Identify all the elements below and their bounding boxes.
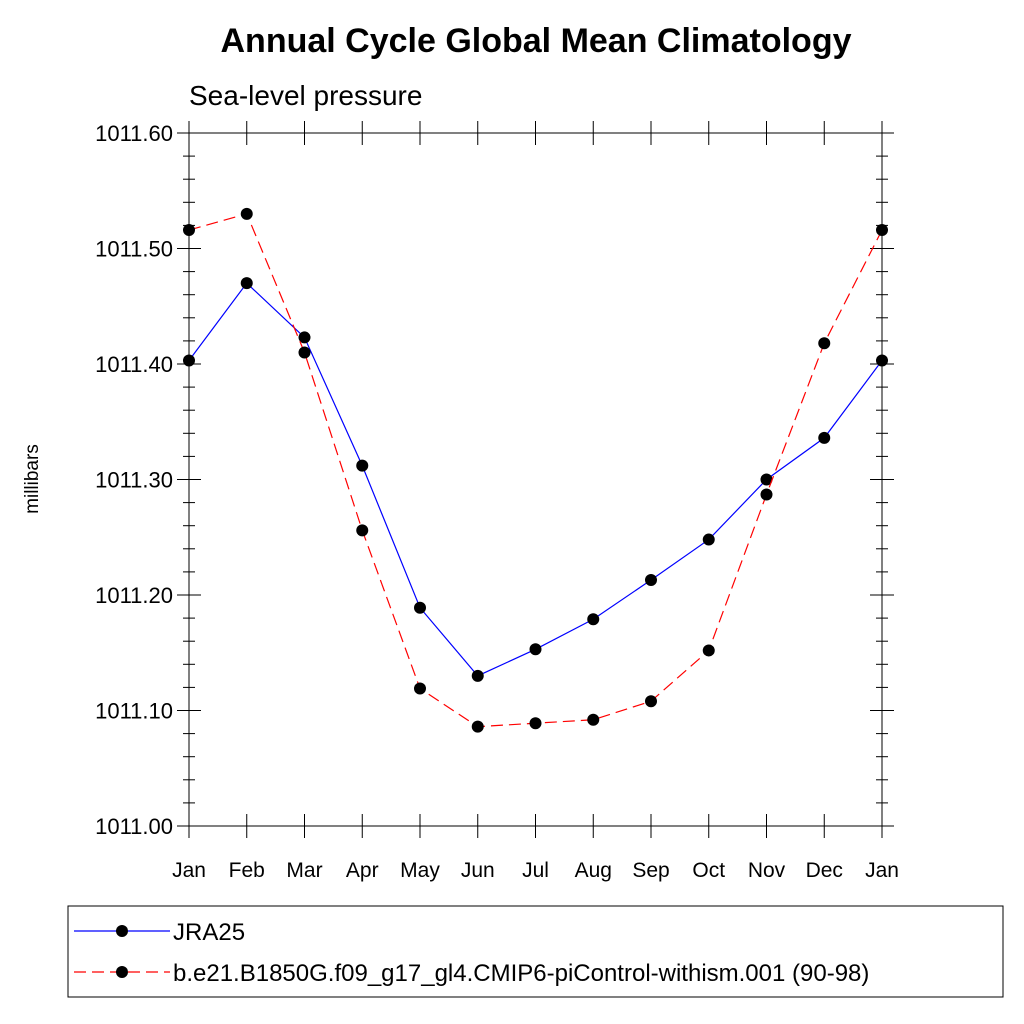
series-1-point [529,643,542,656]
x-tick-label: Jun [461,859,495,882]
x-tick-label: Feb [229,859,265,882]
y-tick-label: 1011.30 [95,468,173,493]
series-2-point [298,346,311,359]
legend-label-2: b.e21.B1850G.f09_g17_gl4.CMIP6-piControl… [173,960,869,987]
data-series [183,207,888,733]
y-tick-label: 1011.50 [95,237,173,262]
series-1-point [240,277,253,290]
series-2-point [760,488,773,501]
series-1-point [645,573,657,586]
series-2-point [587,713,600,726]
y-tick-label: 1011.60 [95,121,173,146]
x-tick-labels: Jan Feb Mar Apr May Jun Jul Aug Sep Oct Nov Dec Jan [172,859,899,882]
y-tick-label: 1011.20 [95,583,173,608]
x-tick-label: Dec [806,859,843,882]
series-2-point [818,337,831,350]
y-axis-label: millibars [22,444,43,514]
y-tick-labels: 1011.00 1011.10 1011.20 1011.30 1011.40 1011.… [95,121,173,839]
series-line-1 [188,282,883,677]
series-2-point [702,644,715,657]
series-1-point [818,431,831,444]
series-2-point [414,682,426,695]
series-1-point [876,354,888,367]
chart-subtitle: Sea-level pressure [189,80,422,111]
x-tick-label: Apr [346,859,379,882]
x-tick-label: Aug [575,859,612,882]
series-1-point [471,669,484,682]
y-tick-label: 1011.40 [95,352,173,377]
series-2-point [356,524,369,537]
x-tick-label: Nov [748,859,786,882]
y-tick-label: 1011.00 [95,814,173,839]
series-1-point [414,601,426,614]
series-2-point [183,224,195,237]
x-tick-label: Sep [632,859,669,882]
legend: JRA25 b.e21.B1850G.f09_g17_gl4.CMIP6-piCo… [74,919,869,987]
series-1-point [587,613,600,626]
series-1-point [702,533,715,546]
x-tick-label: Mar [286,859,322,882]
x-tick-label: Jan [172,859,206,882]
axis-ticks [177,121,894,838]
legend-marker-2 [116,966,128,978]
x-tick-label: May [400,859,440,882]
x-tick-label: Jul [522,859,549,882]
x-tick-label: Oct [692,859,725,882]
series-2-point [876,224,888,237]
series-2-point [240,207,253,220]
legend-box [67,905,1004,998]
legend-label-1: JRA25 [173,919,245,946]
series-1-point [183,354,195,367]
series-2-point [471,720,484,733]
legend-marker-1 [116,925,128,937]
series-1-point [298,331,311,344]
series-1-point [356,459,369,472]
series-2-point [645,695,657,708]
chart-title: Annual Cycle Global Mean Climatology [221,22,852,60]
series-2-point [529,717,542,730]
series-1-point [760,473,773,486]
x-tick-label: Jan [865,859,899,882]
y-tick-label: 1011.10 [95,699,173,724]
